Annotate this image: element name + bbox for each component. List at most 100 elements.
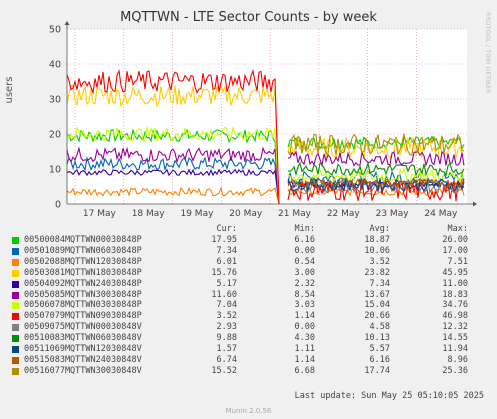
legend-row: 00500084MQTTWN00030848P 17.95 6.16 18.87 26.…: [12, 235, 487, 246]
legend-cur-value: 7.04: [216, 300, 237, 311]
legend-cur-value: 6.74: [216, 354, 237, 365]
legend-swatch: [12, 258, 19, 266]
x-tick-label: 24 May: [424, 209, 458, 219]
legend-max-value: 46.98: [442, 311, 468, 322]
legend-row: 00515083MQTTWN24030848V 6.74 1.14 6.16 8.96: [12, 355, 487, 366]
legend-row: 00510083MQTTWN06030848V 9.88 4.30 10.13 14.5…: [12, 333, 487, 344]
legend-series-name: 00515083MQTTWN24030848V: [24, 354, 142, 365]
legend-min-value: 4.30: [294, 333, 315, 344]
legend-max-value: 14.55: [442, 333, 468, 344]
legend-series-name: 00516077MQTTWN30030848V: [24, 365, 142, 376]
x-tick-label: 22 May: [327, 209, 361, 219]
y-tick-label: 0: [55, 200, 61, 211]
x-tick-label: 20 May: [229, 209, 263, 219]
legend-row: 00507079MQTTWN09030848P 3.52 1.14 20.66 46.9…: [12, 311, 487, 322]
legend-row: 00503081MQTTWN18030848P 15.76 3.00 23.82 45.…: [12, 268, 487, 279]
legend-swatch: [12, 346, 19, 353]
legend-row: 00516077MQTTWN30030848V 15.52 6.68 17.74 25.…: [12, 366, 487, 377]
legend-swatch: [12, 280, 19, 288]
legend-avg-value: 7.34: [369, 278, 390, 289]
legend-row: 00501089MQTTWN06030848P 7.34 0.00 10.06 17.0…: [12, 246, 487, 257]
legend-avg-value: 10.06: [364, 245, 390, 256]
legend-swatch: [12, 302, 19, 310]
header-max: Max:: [447, 224, 468, 234]
legend-swatch: [12, 335, 19, 343]
legend-avg-value: 20.66: [364, 311, 390, 322]
legend-series-name: 00506078MQTTWN03030848P: [24, 300, 142, 311]
legend-row: 00509075MQTTWN00030848V 2.93 0.00 4.58 12.32: [12, 322, 487, 333]
x-tick-label: 18 May: [132, 209, 166, 219]
legend-swatch: [12, 269, 19, 277]
legend-avg-value: 3.52: [369, 256, 390, 267]
legend-row: 00504092MQTTWN24030848P 5.17 2.32 7.34 11.00: [12, 279, 487, 290]
legend-min-value: 6.68: [294, 365, 315, 376]
chart-title: MQTTWN - LTE Sector Counts - by week: [120, 10, 377, 25]
legend-max-value: 11.00: [442, 278, 468, 289]
munin-version: Munin 2.0.56: [225, 407, 272, 415]
series-line-11: [287, 177, 465, 189]
legend-cur-value: 6.01: [216, 256, 237, 267]
last-update: Last update: Sun May 25 05:10:05 2025: [294, 391, 484, 401]
legend-swatch: [12, 367, 19, 375]
legend-min-value: 6.16: [294, 235, 315, 245]
legend-min-value: 0.00: [294, 245, 315, 256]
legend-row: 00502088MQTTWN12030848P 6.01 0.54 3.52 7.51: [12, 257, 487, 268]
legend-avg-value: 15.04: [364, 300, 390, 311]
legend-avg-value: 18.87: [364, 235, 390, 245]
grid: [67, 28, 467, 204]
y-tick-label: 20: [49, 130, 61, 141]
legend-min-value: 1.14: [294, 354, 315, 365]
y-tick-label: 30: [49, 95, 61, 106]
legend-swatch: [12, 291, 19, 299]
legend-max-value: 25.36: [442, 365, 468, 376]
legend-row: 00506078MQTTWN03030848P 7.04 3.03 15.04 34.7…: [12, 300, 487, 311]
legend-avg-value: 6.16: [369, 354, 390, 365]
legend-min-value: 2.32: [294, 278, 315, 289]
legend-max-value: 34.76: [442, 300, 468, 311]
legend-series-name: 00505085MQTTWN30030848P: [24, 289, 142, 300]
legend-series-name: 00501089MQTTWN06030848P: [24, 245, 142, 256]
series-line-9: [287, 161, 465, 177]
legend-max-value: 45.95: [442, 267, 468, 278]
legend-avg-value: 5.57: [369, 344, 390, 354]
series-line-12: [287, 133, 465, 157]
legend-series-name: 00510083MQTTWN06030848V: [24, 333, 142, 344]
legend-swatch: [12, 324, 19, 332]
header-avg: Avg:: [369, 224, 390, 234]
legend-min-value: 0.00: [294, 322, 315, 333]
legend-series-name: 00509075MQTTWN00030848V: [24, 322, 142, 333]
x-tick-label: 23 May: [376, 209, 410, 219]
y-tick-label: 10: [49, 165, 61, 176]
legend-min-value: 8.54: [294, 289, 315, 300]
legend-max-value: 17.00: [442, 245, 468, 256]
header-min: Min:: [294, 224, 315, 234]
legend-max-value: 8.96: [447, 354, 468, 365]
legend-row: 00505085MQTTWN30030848P 11.60 8.54 13.67 18.…: [12, 290, 487, 301]
legend-cur-value: 9.88: [216, 333, 237, 344]
legend-cur-value: 15.76: [211, 267, 237, 278]
legend-cur-value: 17.95: [211, 235, 237, 245]
legend-series-name: 00507079MQTTWN09030848P: [24, 311, 142, 322]
legend-swatch: [12, 247, 19, 255]
legend-swatch: [12, 313, 19, 321]
y-axis-arrow: [64, 21, 70, 25]
legend-cur-value: 11.60: [211, 289, 237, 300]
legend-avg-value: 10.13: [364, 333, 390, 344]
legend-cur-value: 1.57: [216, 344, 237, 354]
legend-avg-value: 13.67: [364, 289, 390, 300]
legend-min-value: 0.54: [294, 256, 315, 267]
legend-avg-value: 23.82: [364, 267, 390, 278]
axes: 0 10 20 30 40 50 17 May 18 May 19 May 20 May 21 Ma…: [49, 21, 477, 219]
legend-min-value: 3.00: [294, 267, 315, 278]
x-tick-label: 17 May: [83, 209, 117, 219]
y-tick-label: 50: [49, 25, 61, 36]
legend-series-name: 00503081MQTTWN18030848P: [24, 267, 142, 278]
legend-series-name: 00500084MQTTWN00030848P: [24, 235, 142, 245]
x-tick-label: 19 May: [180, 209, 214, 219]
legend-series-name: 00511069MQTTWN12030848V: [24, 344, 142, 354]
legend-swatch: [12, 356, 19, 364]
series-line-7: [66, 68, 465, 205]
series-line-10: [287, 176, 465, 193]
legend-max-value: 11.94: [442, 344, 468, 354]
